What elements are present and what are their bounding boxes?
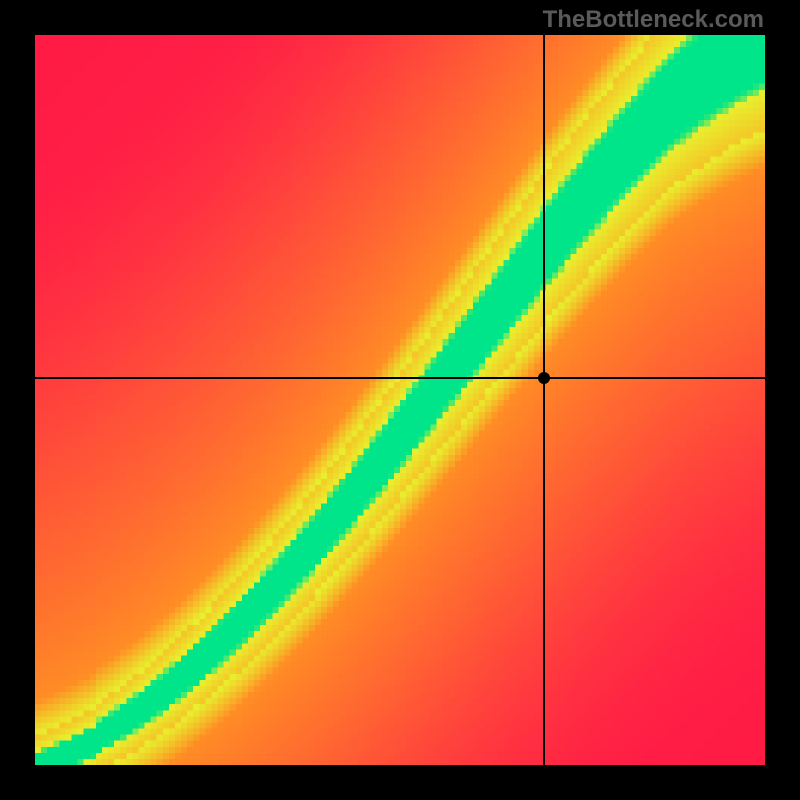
crosshair-horizontal: [35, 377, 765, 379]
watermark-text: TheBottleneck.com: [543, 6, 764, 34]
chart-container: TheBottleneck.com: [0, 0, 800, 800]
crosshair-marker: [538, 372, 550, 384]
crosshair-vertical: [543, 35, 545, 765]
bottleneck-heatmap: [35, 35, 765, 765]
